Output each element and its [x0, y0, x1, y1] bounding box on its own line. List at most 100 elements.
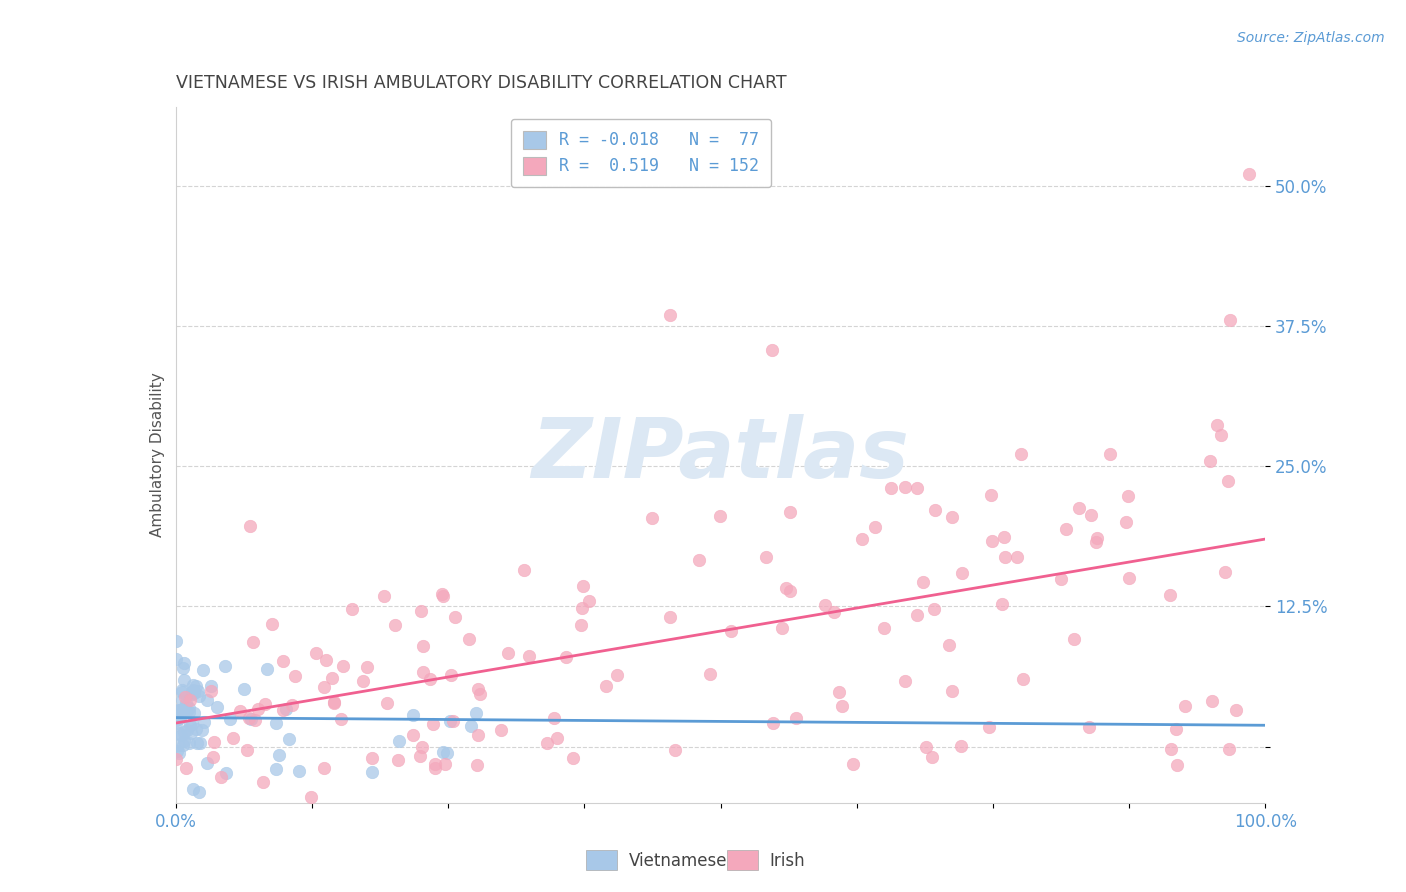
Point [863, 520, 886, 534]
Point [201, 750, 224, 764]
Point [187, 683, 209, 698]
Point [340, 602, 363, 616]
Point [173, 733, 195, 747]
Point [165, 752, 187, 766]
Point [183, 686, 205, 700]
Point [444, 610, 467, 624]
Point [851, 533, 873, 547]
Point [284, 669, 307, 683]
Point [170, 706, 193, 721]
Point [179, 693, 201, 707]
Point [991, 597, 1014, 611]
Point [271, 703, 294, 717]
Point [1174, 699, 1197, 714]
Point [166, 738, 188, 752]
Point [569, 618, 592, 632]
Text: Irish: Irish [769, 852, 804, 870]
Point [1209, 428, 1232, 442]
Point [173, 656, 195, 670]
Point [233, 682, 256, 697]
Point [440, 667, 463, 681]
Point [281, 698, 304, 712]
Point [184, 679, 207, 693]
Point [422, 716, 444, 731]
Point [785, 711, 807, 725]
Point [274, 701, 297, 715]
Point [430, 587, 453, 601]
Point [173, 705, 195, 719]
Point [288, 764, 311, 778]
Point [264, 716, 287, 731]
Point [1063, 632, 1085, 647]
Point [181, 716, 204, 731]
Point [183, 782, 205, 797]
Point [842, 757, 865, 772]
Point [831, 698, 853, 713]
Point [489, 723, 512, 738]
Point [179, 718, 201, 732]
Point [305, 646, 328, 660]
Point [170, 684, 193, 698]
Point [952, 566, 974, 580]
Point [219, 712, 242, 726]
Point [238, 711, 260, 725]
Point [950, 739, 973, 754]
Text: VIETNAMESE VS IRISH AMBULATORY DISABILITY CORRELATION CHART: VIETNAMESE VS IRISH AMBULATORY DISABILIT… [176, 74, 786, 92]
Point [172, 693, 194, 707]
Point [924, 503, 946, 517]
Point [214, 659, 236, 673]
Point [170, 706, 193, 720]
Point [239, 712, 262, 726]
Point [641, 511, 664, 525]
Point [170, 728, 193, 742]
Point [222, 731, 245, 745]
Point [562, 751, 585, 765]
Point [755, 549, 778, 564]
Point [1118, 571, 1140, 585]
Point [571, 601, 593, 615]
Point [202, 735, 225, 749]
Point [243, 713, 266, 727]
Point [1166, 757, 1188, 772]
Point [215, 766, 238, 780]
Point [402, 708, 425, 723]
Point [209, 770, 232, 784]
Point [409, 748, 432, 763]
Point [496, 646, 519, 660]
Point [195, 693, 218, 707]
Point [165, 715, 187, 730]
Point [186, 736, 208, 750]
Text: Vietnamese: Vietnamese [628, 852, 727, 870]
Point [779, 505, 801, 519]
Point [938, 638, 960, 652]
Point [828, 685, 851, 699]
Point [181, 683, 204, 698]
Point [402, 728, 425, 742]
Point [191, 664, 214, 678]
Point [169, 710, 191, 724]
Point [256, 661, 278, 675]
Point [1219, 313, 1241, 327]
Point [299, 790, 322, 805]
Point [546, 731, 568, 746]
Point [409, 604, 432, 618]
Point [253, 697, 276, 711]
Point [180, 685, 202, 699]
Point [267, 747, 290, 762]
Point [412, 665, 434, 679]
Point [166, 704, 188, 718]
Point [1164, 723, 1187, 737]
Point [172, 661, 194, 675]
Point [467, 728, 489, 742]
Y-axis label: Ambulatory Disability: Ambulatory Disability [149, 373, 165, 537]
Point [922, 602, 945, 616]
Point [177, 705, 200, 719]
Point [993, 550, 1015, 565]
Point [170, 683, 193, 698]
Point [188, 784, 211, 798]
Point [176, 723, 198, 737]
Point [1010, 447, 1032, 461]
Point [165, 651, 187, 665]
Point [1218, 742, 1240, 756]
Point [1007, 549, 1029, 564]
